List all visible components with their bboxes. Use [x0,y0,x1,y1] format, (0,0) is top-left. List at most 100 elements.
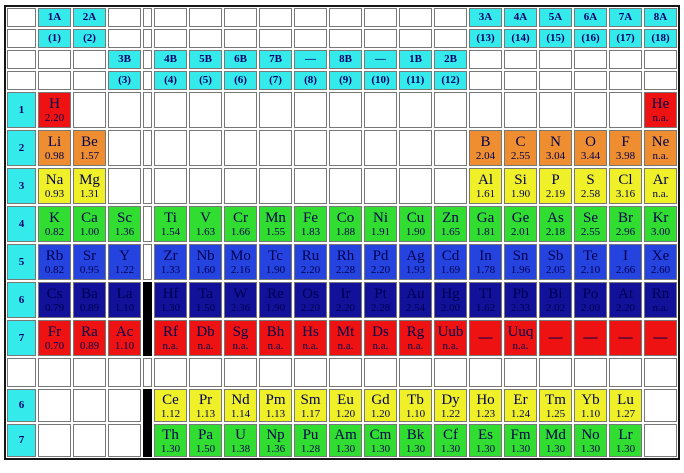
element-cell-Cf[interactable]: Cf 1.30 [434,424,467,457]
element-cell-Mt[interactable]: Mt n.a. [329,320,362,356]
element-cell-Si[interactable]: Si 1.90 [504,168,537,204]
element-cell-Se[interactable]: Se 2.55 [574,206,607,242]
element-cell-Mg[interactable]: Mg 1.31 [73,168,106,204]
element-cell-I[interactable]: I 2.66 [609,244,642,280]
element-cell-Uuq[interactable]: Uuq n.a. [504,320,537,356]
element-cell-Ru[interactable]: Ru 2.20 [294,244,327,280]
element-cell-La[interactable]: La 1.10 [108,282,141,318]
element-cell-Sc[interactable]: Sc 1.36 [108,206,141,242]
element-cell-Th[interactable]: Th 1.30 [154,424,187,457]
element-cell-He[interactable]: He n.a. [644,92,677,128]
element-cell-Ne[interactable]: Ne n.a. [644,130,677,166]
element-cell-Re[interactable]: Re 1.90 [259,282,292,318]
element-cell-Am[interactable]: Am 1.30 [329,424,362,457]
element-cell-U[interactable]: U 1.38 [224,424,257,457]
element-cell-Fr[interactable]: Fr 0.70 [38,320,71,356]
element-cell-Bi[interactable]: Bi 2.02 [539,282,572,318]
element-cell-Ds[interactable]: Ds n.a. [364,320,397,356]
element-cell-Y[interactable]: Y 1.22 [108,244,141,280]
element-cell-Hs[interactable]: Hs n.a. [294,320,327,356]
element-cell-Rf[interactable]: Rf n.a. [154,320,187,356]
element-cell-Pd[interactable]: Pd 2.20 [364,244,397,280]
element-cell-B[interactable]: B 2.04 [469,130,502,166]
element-cell-Tl[interactable]: Tl 1.62 [469,282,502,318]
element-cell-Ar[interactable]: Ar n.a. [644,168,677,204]
element-cell-Be[interactable]: Be 1.57 [73,130,106,166]
element-cell-Lu[interactable]: Lu 1.27 [609,389,642,422]
element-cell-Ta[interactable]: Ta 1.50 [189,282,222,318]
element-cell-Zn[interactable]: Zn 1.65 [434,206,467,242]
element-cell-Sg[interactable]: Sg n.a. [224,320,257,356]
element-cell-Rn[interactable]: Rn n.a. [644,282,677,318]
element-cell-Db[interactable]: Db n.a. [189,320,222,356]
element-cell-Po[interactable]: Po 2.00 [574,282,607,318]
element-cell-Gd[interactable]: Gd 1.20 [364,389,397,422]
element-cell-Yb[interactable]: Yb 1.10 [574,389,607,422]
element-cell-S[interactable]: S 2.58 [574,168,607,204]
element-cell-Br[interactable]: Br 2.96 [609,206,642,242]
element-cell-Bh[interactable]: Bh n.a. [259,320,292,356]
element-cell-Mo[interactable]: Mo 2.16 [224,244,257,280]
element-cell-W[interactable]: W 2.36 [224,282,257,318]
element-cell-K[interactable]: K 0.82 [38,206,71,242]
element-cell-Bk[interactable]: Bk 1.30 [399,424,432,457]
element-cell-Cd[interactable]: Cd 1.69 [434,244,467,280]
element-cell-As[interactable]: As 2.18 [539,206,572,242]
element-cell-Dy[interactable]: Dy 1.22 [434,389,467,422]
element-cell-Tc[interactable]: Tc 1.90 [259,244,292,280]
element-cell-Cs[interactable]: Cs 0.79 [38,282,71,318]
element-cell-Tm[interactable]: Tm 1.25 [539,389,572,422]
element-cell-Te[interactable]: Te 2.10 [574,244,607,280]
element-cell-Np[interactable]: Np 1.36 [259,424,292,457]
element-cell-Rb[interactable]: Rb 0.82 [38,244,71,280]
element-cell-Tb[interactable]: Tb 1.10 [399,389,432,422]
element-cell-Pu[interactable]: Pu 1.28 [294,424,327,457]
element-cell-Hg[interactable]: Hg 2.00 [434,282,467,318]
element-cell-Hf[interactable]: Hf 1.30 [154,282,187,318]
element-cell-Fm[interactable]: Fm 1.30 [504,424,537,457]
element-cell-Al[interactable]: Al 1.61 [469,168,502,204]
element-cell-Mn[interactable]: Mn 1.55 [259,206,292,242]
element-cell-Pa[interactable]: Pa 1.50 [189,424,222,457]
element-cell-Ba[interactable]: Ba 0.89 [73,282,106,318]
element-cell-Sn[interactable]: Sn 1.96 [504,244,537,280]
element-cell-Rg[interactable]: Rg n.a. [399,320,432,356]
element-cell-Pt[interactable]: Pt 2.28 [364,282,397,318]
element-cell-Sm[interactable]: Sm 1.17 [294,389,327,422]
element-cell-Uub[interactable]: Uub n.a. [434,320,467,356]
element-cell-Ac[interactable]: Ac 1.10 [108,320,141,356]
element-cell-Cr[interactable]: Cr 1.66 [224,206,257,242]
element-cell-Ni[interactable]: Ni 1.91 [364,206,397,242]
element-cell-Pm[interactable]: Pm 1.13 [259,389,292,422]
element-cell-Ca[interactable]: Ca 1.00 [73,206,106,242]
element-cell-Es[interactable]: Es 1.30 [469,424,502,457]
element-cell-Os[interactable]: Os 2.20 [294,282,327,318]
element-cell-O[interactable]: O 3.44 [574,130,607,166]
element-cell-Zr[interactable]: Zr 1.33 [154,244,187,280]
element-cell-Rh[interactable]: Rh 2.28 [329,244,362,280]
element-cell-Ce[interactable]: Ce 1.12 [154,389,187,422]
element-cell-Sr[interactable]: Sr 0.95 [73,244,106,280]
element-cell-In[interactable]: In 1.78 [469,244,502,280]
element-cell-V[interactable]: V 1.63 [189,206,222,242]
element-cell-At[interactable]: At 2.20 [609,282,642,318]
element-cell-Ge[interactable]: Ge 2.01 [504,206,537,242]
element-cell-Pb[interactable]: Pb 2.33 [504,282,537,318]
element-cell-H[interactable]: H 2.20 [38,92,71,128]
element-cell-Er[interactable]: Er 1.24 [504,389,537,422]
element-cell-C[interactable]: C 2.55 [504,130,537,166]
element-cell-Lr[interactable]: Lr 1.30 [609,424,642,457]
element-cell-Eu[interactable]: Eu 1.20 [329,389,362,422]
element-cell-Md[interactable]: Md 1.30 [539,424,572,457]
element-cell-Co[interactable]: Co 1.88 [329,206,362,242]
element-cell-Li[interactable]: Li 0.98 [38,130,71,166]
element-cell-Kr[interactable]: Kr 3.00 [644,206,677,242]
element-cell-Ho[interactable]: Ho 1.23 [469,389,502,422]
element-cell-Ag[interactable]: Ag 1.93 [399,244,432,280]
element-cell-F[interactable]: F 3.98 [609,130,642,166]
element-cell-P[interactable]: P 2.19 [539,168,572,204]
element-cell-Cl[interactable]: Cl 3.16 [609,168,642,204]
element-cell-No[interactable]: No 1.30 [574,424,607,457]
element-cell-Ga[interactable]: Ga 1.81 [469,206,502,242]
element-cell-Fe[interactable]: Fe 1.83 [294,206,327,242]
